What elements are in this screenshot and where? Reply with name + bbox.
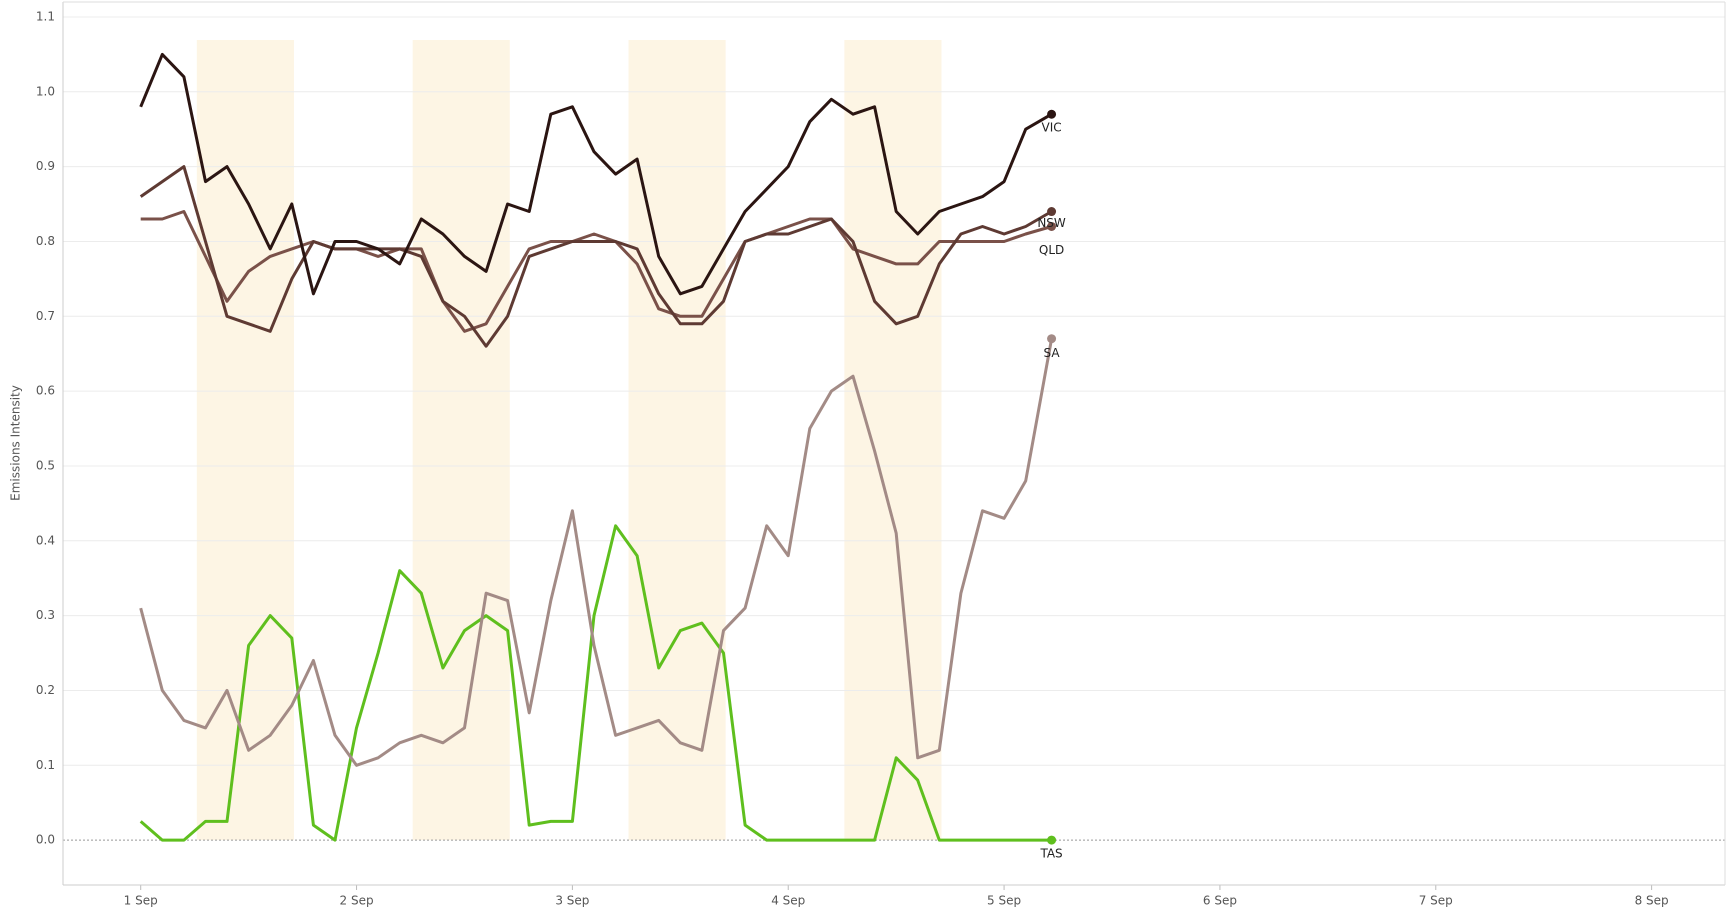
x-tick-label: 2 Sep (340, 894, 374, 908)
x-tick-label: 7 Sep (1419, 894, 1453, 908)
daylight-band (628, 40, 726, 841)
x-tick-label: 6 Sep (1203, 894, 1237, 908)
y-tick-label: 0.3 (36, 608, 55, 622)
daylight-band (412, 40, 510, 841)
series-end-label: TAS (1039, 847, 1062, 861)
end-dot (1047, 221, 1057, 231)
end-dot (1047, 109, 1057, 119)
end-dot (1047, 207, 1057, 217)
x-tick-label: 3 Sep (555, 894, 589, 908)
x-tick-label: 1 Sep (124, 894, 158, 908)
y-tick-label: 1.0 (36, 84, 55, 98)
daylight-band (196, 40, 294, 841)
y-tick-label: 0.6 (36, 384, 55, 398)
x-tick-label: 8 Sep (1635, 894, 1669, 908)
series-line (139, 338, 1054, 767)
y-tick-label: 0.9 (36, 159, 55, 173)
y-tick-label: 0.2 (36, 683, 55, 697)
series-line (139, 524, 1052, 842)
series-end-label: NSW (1037, 216, 1066, 230)
series-end-label: QLD (1039, 243, 1064, 257)
series-end-label: SA (1044, 346, 1061, 360)
x-tick-label: 4 Sep (771, 894, 805, 908)
y-tick-label: 0.0 (36, 833, 55, 847)
y-tick-label: 0.4 (36, 533, 55, 547)
y-axis-label: Emissions Intensity (9, 385, 23, 501)
y-tick-label: 0.7 (36, 309, 55, 323)
y-tick-label: 0.5 (36, 458, 55, 472)
daylight-band (844, 40, 942, 841)
series-line (139, 165, 1053, 348)
series-line (140, 210, 1053, 333)
y-tick-label: 0.8 (36, 234, 55, 248)
end-dot (1047, 835, 1057, 845)
y-tick-label: 0.1 (36, 758, 55, 772)
series-end-label: VIC (1041, 121, 1061, 135)
y-tick-label: 1.1 (36, 9, 55, 23)
x-tick-label: 5 Sep (987, 894, 1021, 908)
series-line (139, 52, 1053, 296)
end-dot (1047, 334, 1057, 344)
